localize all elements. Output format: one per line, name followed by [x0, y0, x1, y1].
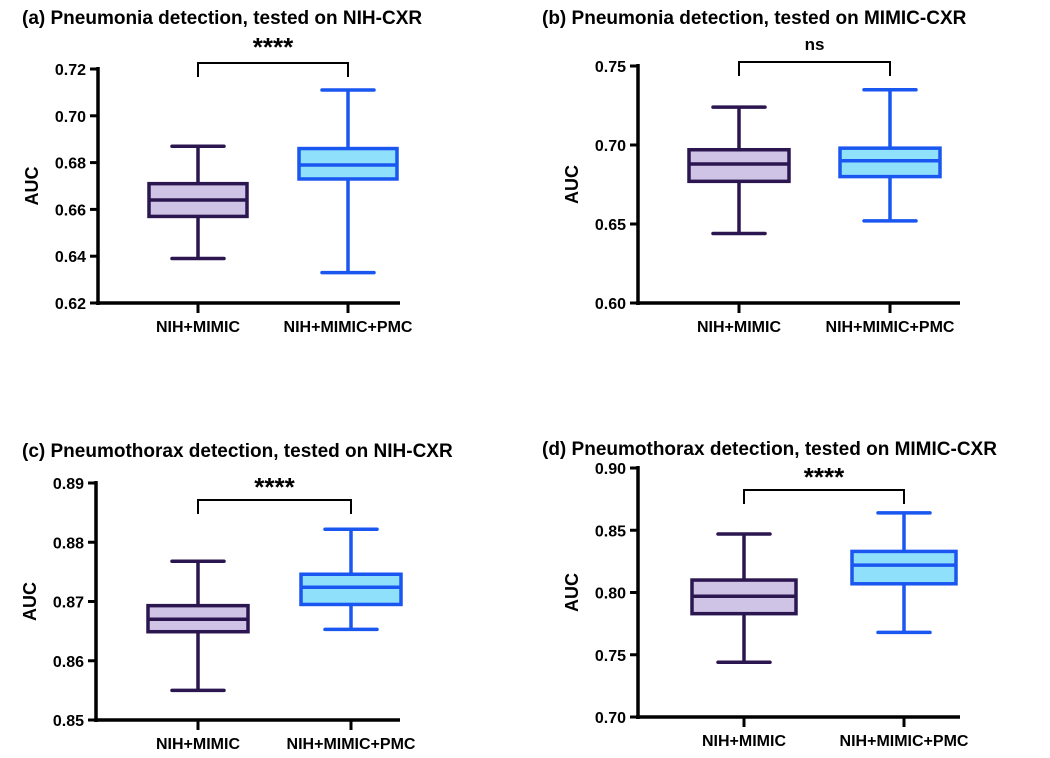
- y-tick-label: 0.90: [595, 461, 626, 478]
- y-tick-label: 0.88: [53, 535, 84, 552]
- y-axis-label: AUC: [20, 582, 40, 621]
- y-tick-label: 0.66: [55, 202, 86, 219]
- y-tick-label: 0.70: [595, 138, 626, 155]
- y-tick-label: 0.60: [595, 296, 626, 313]
- x-tick-label: NIH+MIMIC+PMC: [826, 319, 955, 336]
- chart-title: (b) Pneumonia detection, tested on MIMIC…: [542, 8, 967, 29]
- significance-bracket: [738, 61, 891, 76]
- y-tick-label: 0.64: [55, 249, 86, 266]
- y-axis-label: AUC: [22, 167, 42, 206]
- significance-label: ****: [254, 472, 295, 502]
- y-tick-label: 0.70: [595, 710, 626, 727]
- y-axis-label: AUC: [562, 573, 582, 612]
- x-tick-label: NIH+MIMIC: [702, 733, 786, 750]
- x-tick-label: NIH+MIMIC+PMC: [284, 319, 413, 336]
- box-iqr: [850, 549, 958, 586]
- y-tick-label: 0.70: [55, 109, 86, 126]
- y-tick-label: 0.80: [595, 586, 626, 603]
- x-tick-label: NIH+MIMIC: [156, 319, 240, 336]
- x-tick-label: NIH+MIMIC: [156, 736, 240, 753]
- box-iqr: [299, 572, 403, 607]
- y-tick-label: 0.65: [595, 217, 626, 234]
- significance-bracket: [197, 62, 349, 77]
- y-tick-label: 0.85: [53, 713, 84, 730]
- y-tick-label: 0.89: [53, 476, 84, 493]
- significance-label: ns: [805, 35, 825, 54]
- significance-bracket: [743, 489, 905, 504]
- y-tick-label: 0.75: [595, 648, 626, 665]
- significance-label: ****: [804, 462, 845, 492]
- y-tick-label: 0.86: [53, 654, 84, 671]
- y-tick-label: 0.62: [55, 296, 86, 313]
- y-tick-label: 0.87: [53, 595, 84, 612]
- y-tick-label: 0.68: [55, 156, 86, 173]
- significance-label: ****: [253, 32, 294, 62]
- chart-title: (d) Pneumothorax detection, tested on MI…: [542, 439, 997, 460]
- chart-title: (c) Pneumothorax detection, tested on NI…: [22, 441, 453, 462]
- y-tick-label: 0.72: [55, 62, 86, 79]
- x-tick-label: NIH+MIMIC+PMC: [840, 733, 969, 750]
- x-tick-label: NIH+MIMIC: [697, 319, 781, 336]
- y-tick-label: 0.75: [595, 59, 626, 76]
- significance-bracket: [197, 499, 352, 514]
- y-axis-label: AUC: [562, 165, 582, 204]
- chart-title: (a) Pneumonia detection, tested on NIH-C…: [22, 8, 422, 29]
- y-tick-label: 0.85: [595, 523, 626, 540]
- x-tick-label: NIH+MIMIC+PMC: [287, 736, 416, 753]
